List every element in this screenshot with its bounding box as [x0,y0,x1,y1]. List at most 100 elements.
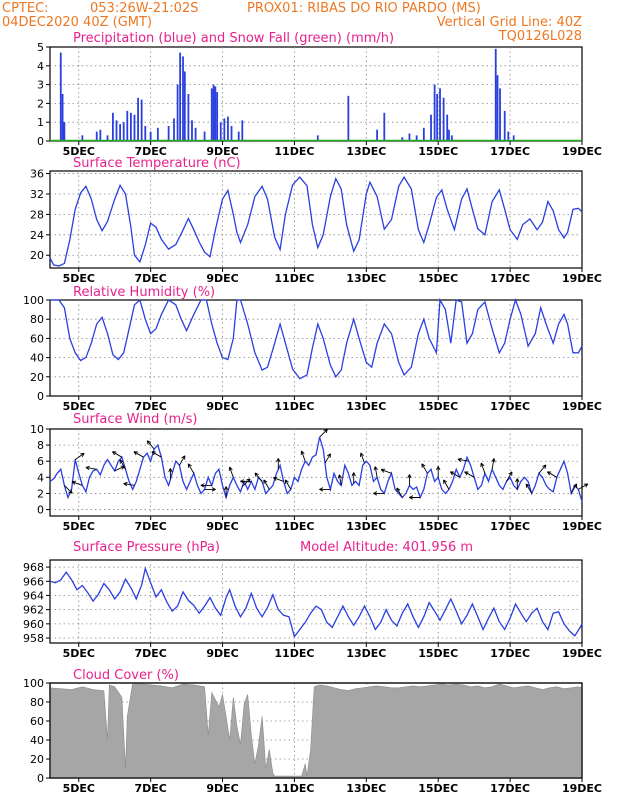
x-tick-label: 5DEC [63,145,95,158]
precip-bar [149,131,152,141]
panel-frame [49,46,583,142]
x-tick-label: 13DEC [346,647,386,660]
wind-arrow [337,474,342,486]
wind-arrow [187,463,195,474]
precip-bar [241,120,244,141]
header-station: PROX01: RIBAS DO RIO PARDO (MS) [247,1,481,16]
y-tick-label: 962 [23,604,44,617]
precip-bar [119,124,121,141]
series-line [49,175,583,267]
y-tick-label: 5 [37,41,44,54]
wind-arrow [491,458,496,470]
precip-bar [401,137,404,141]
wind-arrow [449,471,461,478]
precip-bar [212,84,215,141]
wind-arrow [396,487,403,498]
x-tick-label: 15DEC [418,272,458,285]
x-tick-label: 7DEC [134,782,166,795]
y-tick-label: 958 [23,632,44,645]
wind-arrow [506,471,513,482]
y-tick-label: 0 [37,504,44,517]
panel-title: Surface Wind (m/s) [73,412,197,427]
series-line [49,436,583,502]
wind-arrow [525,483,533,494]
panel-frame [49,170,583,269]
y-tick-label: 4 [37,471,44,484]
y-tick-label: 8 [37,439,44,452]
precip-bar [99,129,102,141]
precip-bar [156,127,159,141]
y-tick-label: 40 [30,734,44,747]
precip-bar [59,52,62,141]
precip-bar [61,94,64,141]
precip-bar [210,88,213,141]
precip-bar [191,120,193,141]
precip-bar [106,135,109,141]
x-tick-label: 19DEC [562,400,602,413]
y-tick-label: 40 [30,352,44,365]
x-tick-label: 11DEC [274,782,314,795]
x-tick-label: 17DEC [490,400,530,413]
y-tick-label: 20 [30,753,44,766]
wind-arrow [240,479,252,484]
x-tick-label: 5DEC [63,400,95,413]
x-tick-label: 9DEC [206,647,238,660]
panel-frame-top [49,682,583,779]
x-tick-label: 13DEC [346,272,386,285]
wind-arrow [263,479,270,490]
x-tick-label: 15DEC [418,782,458,795]
wind-arrow [436,466,441,478]
y-tick-label: 80 [30,313,44,326]
y-tick-label: 36 [30,168,44,181]
y-tick-label: 20 [30,371,44,384]
wind-arrow [123,481,135,487]
y-tick-label: 2 [37,97,44,110]
x-tick-label: 11DEC [274,520,314,533]
wind-arrow [200,483,212,488]
x-tick-label: 9DEC [206,272,238,285]
wind-arrow [480,462,486,474]
x-tick-label: 9DEC [206,520,238,533]
wind-arrow [276,458,281,470]
panel-5: Cloud Cover (%) 5DEC 7DEC 9DEC 11DEC 13DEC 15D… [23,668,602,795]
x-tick-label: 13DEC [346,782,386,795]
precip-bar [179,52,182,141]
panel-title: Cloud Cover (%) [73,668,179,683]
x-tick-label: 13DEC [346,400,386,413]
wind-arrow [85,465,97,471]
x-tick-label: 9DEC [206,782,238,795]
panel-2: Relative Humidity (%) 5DEC 7DEC 9DEC 11DEC 13… [23,285,602,413]
precip-bar [422,127,425,141]
precip-bar [376,129,379,141]
x-tick-label: 13DEC [346,520,386,533]
wind-arrow [546,471,558,478]
y-tick-label: 100 [23,294,44,307]
precip-bar [214,86,217,141]
precip-bar [430,114,432,141]
wind-arrow [464,471,475,478]
precip-bar [183,71,186,141]
panel-frame [49,299,583,397]
y-tick-label: 966 [23,575,44,588]
wind-arrow [133,451,144,458]
y-tick-label: 28 [30,208,44,221]
x-tick-label: 7DEC [134,272,166,285]
panel-title: Relative Humidity (%) [73,285,215,300]
precip-bar [433,84,436,141]
wind-arrow [408,495,421,500]
precip-bar [182,56,184,141]
y-tick-label: 3 [37,79,44,92]
panel-1: Surface Temperature (nC) 5DEC 7DEC 9DEC 11DE… [30,156,602,285]
precip-bar [316,135,319,141]
precip-bar [63,122,66,141]
precip-bar [408,133,411,141]
wind-arrow [578,483,589,490]
precip-bar [227,116,229,141]
wind-arrow [380,468,392,474]
precip-bar [439,88,441,141]
y-tick-label: 1 [37,116,44,129]
wind-arrow [421,463,428,474]
precip-bar [129,112,132,141]
x-tick-label: 17DEC [490,272,530,285]
